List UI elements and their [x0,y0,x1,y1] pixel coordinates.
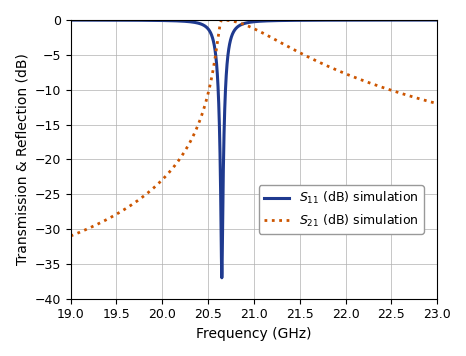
Y-axis label: Transmission & Reflection (dB): Transmission & Reflection (dB) [15,53,29,265]
Legend: $S_{11}$ (dB) simulation, $S_{21}$ (dB) simulation: $S_{11}$ (dB) simulation, $S_{21}$ (dB) … [259,185,424,234]
$S_{21}$ (dB) simulation [140,195,145,199]
$S_{21}$ (dB) simulation [219,18,225,22]
$S_{11}$ (dB) simulation [219,276,225,280]
$S_{11}$ (dB) simulation [69,18,75,22]
$S_{11}$ (dB) simulation [90,18,96,22]
X-axis label: Frequency (GHz): Frequency (GHz) [196,327,312,341]
$S_{21}$ (dB) simulation [434,101,440,106]
$S_{21}$ (dB) simulation [247,25,253,29]
$S_{21}$ (dB) simulation [68,234,74,238]
Line: $S_{11}$ (dB) simulation: $S_{11}$ (dB) simulation [71,20,437,278]
$S_{21}$ (dB) simulation [83,227,89,232]
$S_{11}$ (dB) simulation [140,18,145,22]
$S_{11}$ (dB) simulation [434,18,440,22]
$S_{21}$ (dB) simulation [90,224,96,229]
$S_{21}$ (dB) simulation [415,96,420,100]
$S_{11}$ (dB) simulation [83,18,89,22]
$S_{11}$ (dB) simulation [247,20,253,25]
$S_{11}$ (dB) simulation [415,18,420,22]
$S_{11}$ (dB) simulation [68,18,74,22]
$S_{21}$ (dB) simulation [69,233,75,237]
Line: $S_{21}$ (dB) simulation: $S_{21}$ (dB) simulation [71,20,437,236]
